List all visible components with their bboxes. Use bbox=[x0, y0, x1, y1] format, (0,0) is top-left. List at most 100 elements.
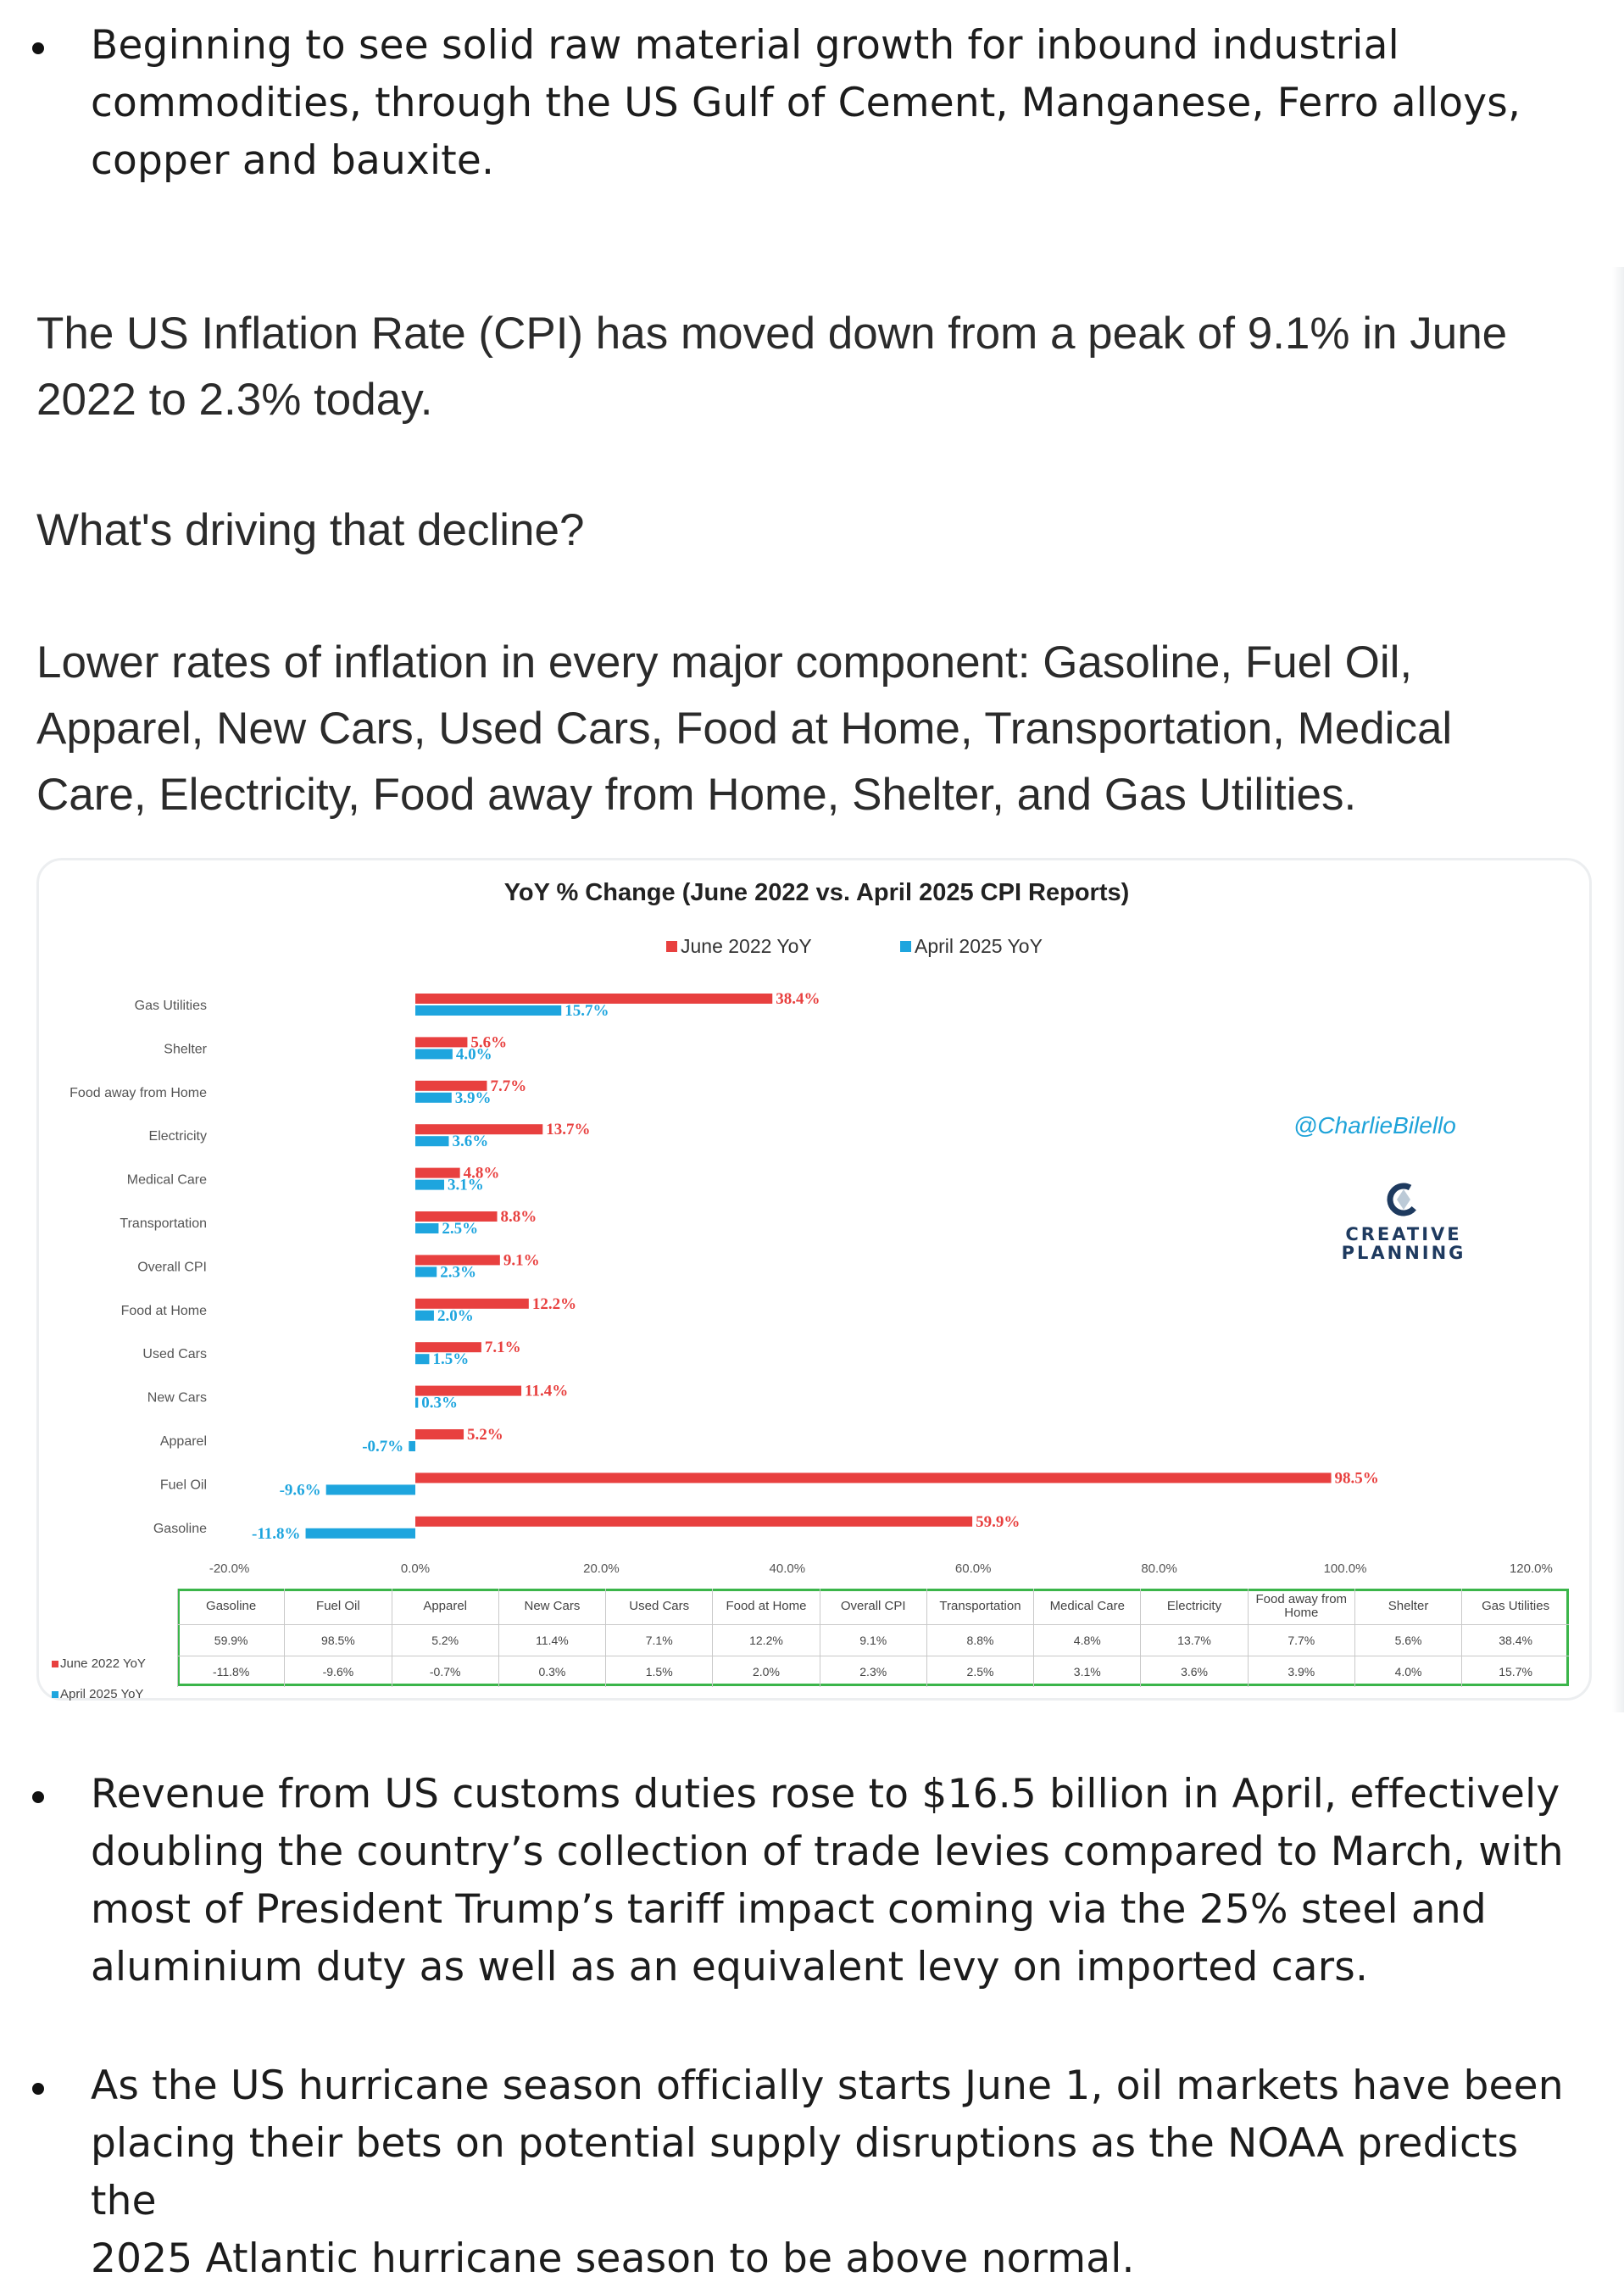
watermark-handle: @CharlieBilello bbox=[1293, 1112, 1456, 1138]
bullet-dot bbox=[32, 42, 44, 54]
legend-swatch-blue bbox=[900, 941, 911, 952]
data-label: 11.4% bbox=[525, 1383, 568, 1400]
bar-june-2022-apparel bbox=[415, 1429, 464, 1439]
category-label: Electricity bbox=[149, 1129, 207, 1144]
x-tick-label: 100.0% bbox=[1324, 1562, 1367, 1576]
bar-april-2025-electricity bbox=[415, 1136, 449, 1147]
bar-april-2025-new-cars bbox=[415, 1397, 419, 1408]
x-tick-label: 60.0% bbox=[955, 1562, 992, 1576]
x-tick-label: 120.0% bbox=[1510, 1562, 1553, 1576]
data-label: 3.6% bbox=[452, 1133, 488, 1150]
data-label: 4.8% bbox=[464, 1165, 500, 1183]
bar-april-2025-food-at-home bbox=[415, 1310, 434, 1321]
bar-june-2022-new-cars bbox=[415, 1385, 522, 1396]
bullet-text: Revenue from US customs duties rose to $… bbox=[91, 1766, 1582, 1996]
post-paragraph-components: Lower rates of inflation in every major … bbox=[36, 630, 1562, 828]
post-line: Lower rates of inflation in every major … bbox=[36, 637, 1413, 688]
bar-april-2025-gas-utilities bbox=[415, 1005, 562, 1016]
bullet-line: most of President Trump’s tariff impact … bbox=[91, 1886, 1487, 1933]
category-label: Transportation bbox=[120, 1216, 207, 1231]
bullet-line: aluminium duty as well as an equivalent … bbox=[91, 1944, 1369, 1990]
x-tick-label: 80.0% bbox=[1141, 1562, 1177, 1576]
legend-label: April 2025 YoY bbox=[915, 935, 1043, 957]
bullet-dot bbox=[32, 2083, 44, 2095]
post-line: Apparel, New Cars, Used Cars, Food at Ho… bbox=[36, 704, 1453, 754]
creative-planning-brand: CREATIVE PLANNING bbox=[1310, 1181, 1497, 1262]
bar-april-2025-apparel bbox=[409, 1441, 415, 1451]
cpi-chart-card: Gas Utilities 38.4% 15.7% Shelter 5.6% 4.0% Fo… bbox=[36, 858, 1592, 1701]
bar-april-2025-transportation bbox=[415, 1223, 439, 1233]
category-label: New Cars bbox=[147, 1391, 207, 1406]
chart-title: YoY % Change (June 2022 vs. April 2025 C… bbox=[503, 879, 1130, 906]
legend-april-2025: April 2025 YoY bbox=[900, 935, 1043, 958]
data-label: 7.7% bbox=[490, 1077, 526, 1095]
bullet-line: Revenue from US customs duties rose to $… bbox=[91, 1771, 1560, 1818]
bar-june-2022-transportation bbox=[415, 1211, 498, 1222]
bar-june-2022-electricity bbox=[415, 1124, 543, 1135]
bar-april-2025-shelter bbox=[415, 1049, 453, 1060]
data-label: 3.9% bbox=[455, 1089, 492, 1107]
legend-june-2022: June 2022 YoY bbox=[666, 935, 812, 958]
category-label: Overall CPI bbox=[137, 1260, 207, 1274]
bullet-line: doubling the country’s collection of tra… bbox=[91, 1829, 1564, 1875]
brand-name: CREATIVE PLANNING bbox=[1341, 1224, 1466, 1263]
bullet-dot bbox=[32, 1791, 44, 1803]
x-tick-label: 40.0% bbox=[770, 1562, 806, 1576]
category-label: Fuel Oil bbox=[160, 1478, 207, 1492]
data-label: 2.5% bbox=[442, 1220, 478, 1238]
post-line: The US Inflation Rate (CPI) has moved do… bbox=[36, 309, 1508, 359]
bullet-line: copper and bauxite. bbox=[91, 137, 495, 184]
post-line: 2022 to 2.3% today. bbox=[36, 375, 433, 425]
x-tick-label: 0.0% bbox=[401, 1562, 430, 1576]
bullet-line: 2025 Atlantic hurricane season to be abo… bbox=[91, 2235, 1135, 2282]
category-label: Gasoline bbox=[153, 1522, 207, 1536]
creative-planning-logo-icon bbox=[1387, 1183, 1421, 1216]
category-label: Shelter bbox=[164, 1042, 207, 1056]
data-label: 59.9% bbox=[976, 1513, 1020, 1531]
bullet-text: Beginning to see solid raw material grow… bbox=[91, 17, 1582, 190]
category-label: Medical Care bbox=[127, 1173, 207, 1188]
category-label: Food away from Home bbox=[70, 1086, 207, 1100]
bar-june-2022-fuel-oil bbox=[415, 1472, 1332, 1484]
data-label: 5.2% bbox=[467, 1426, 503, 1444]
bar-april-2025-overall-cpi bbox=[415, 1266, 437, 1278]
data-label: 13.7% bbox=[546, 1121, 590, 1138]
bar-june-2022-shelter bbox=[415, 1037, 468, 1048]
bullet-line: placing their bets on potential supply d… bbox=[91, 2120, 1519, 2224]
post-line: Care, Electricity, Food away from Home, … bbox=[36, 770, 1357, 820]
category-label: Food at Home bbox=[121, 1304, 207, 1318]
data-label: -0.7% bbox=[362, 1438, 403, 1456]
x-tick-label: -20.0% bbox=[209, 1562, 250, 1576]
bullet-text: As the US hurricane season officially st… bbox=[91, 2057, 1582, 2288]
data-label: 38.4% bbox=[776, 990, 820, 1008]
cpi-bar-chart: Gas Utilities 38.4% 15.7% Shelter 5.6%4.0% Fo… bbox=[70, 990, 1553, 1576]
post-edge-shadow bbox=[1612, 267, 1624, 1712]
post-paragraph-inflation: The US Inflation Rate (CPI) has moved do… bbox=[36, 301, 1562, 433]
bar-april-2025-gasoline bbox=[305, 1528, 415, 1539]
bar-april-2025-medical-care bbox=[415, 1179, 445, 1190]
bar-june-2022-used-cars bbox=[415, 1342, 481, 1353]
data-label: 98.5% bbox=[1335, 1469, 1379, 1487]
bullet-line: Beginning to see solid raw material grow… bbox=[91, 22, 1399, 69]
data-label: 15.7% bbox=[565, 1002, 609, 1020]
bullet-line: As the US hurricane season officially st… bbox=[91, 2063, 1564, 2109]
legend-label: June 2022 YoY bbox=[681, 935, 812, 957]
category-label: Gas Utilities bbox=[135, 999, 207, 1013]
x-tick-label: 20.0% bbox=[583, 1562, 620, 1576]
bar-june-2022-food-away-from-home bbox=[415, 1080, 487, 1091]
data-label: 8.8% bbox=[501, 1208, 537, 1226]
bar-june-2022-food-at-home bbox=[415, 1298, 529, 1309]
data-label: 4.0% bbox=[456, 1045, 492, 1063]
data-label: 0.3% bbox=[421, 1395, 458, 1412]
data-label: 12.2% bbox=[532, 1295, 576, 1313]
category-label: Used Cars bbox=[142, 1347, 207, 1361]
legend-swatch-red bbox=[666, 941, 677, 952]
data-label: 2.3% bbox=[440, 1263, 476, 1281]
bar-june-2022-gasoline bbox=[415, 1516, 973, 1527]
category-label: Apparel bbox=[160, 1434, 207, 1449]
data-label: 2.0% bbox=[437, 1307, 474, 1325]
bar-april-2025-food-away-from-home bbox=[415, 1092, 452, 1103]
bar-june-2022-medical-care bbox=[415, 1167, 460, 1178]
bar-april-2025-used-cars bbox=[415, 1354, 430, 1365]
data-label: -9.6% bbox=[280, 1481, 321, 1499]
